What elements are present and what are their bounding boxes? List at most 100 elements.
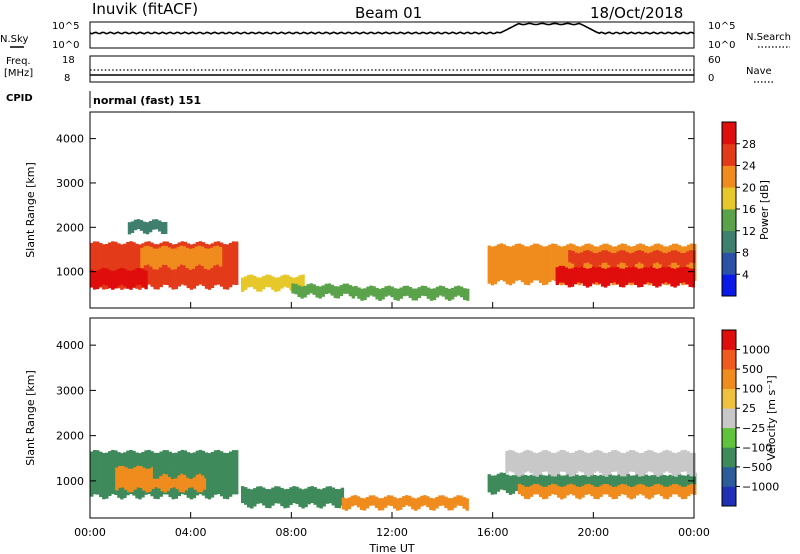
power-cell bbox=[466, 288, 470, 301]
velocity-colorbar-swatch bbox=[722, 330, 736, 350]
velocity-cell bbox=[411, 497, 415, 510]
power-cell bbox=[330, 284, 334, 296]
velocity-colorbar: 1000 500 100 25 −25 −100 −500 −1000 bbox=[721, 329, 779, 507]
power-cell bbox=[640, 250, 644, 264]
velocity-cell bbox=[553, 452, 557, 477]
power-cell bbox=[191, 248, 196, 269]
velocity-cell bbox=[554, 472, 558, 490]
station-title: Inuvik (fitACF) bbox=[92, 0, 198, 18]
power-cell bbox=[120, 267, 124, 285]
velocity-cell bbox=[301, 489, 305, 509]
velocity-cell bbox=[614, 486, 618, 499]
nsky-line bbox=[89, 22, 695, 35]
velocity-cell bbox=[614, 475, 618, 495]
power-cell bbox=[646, 253, 651, 268]
power-cell bbox=[194, 246, 199, 266]
power-cell bbox=[262, 276, 266, 290]
power-cell bbox=[144, 270, 148, 290]
power-cell bbox=[652, 267, 656, 286]
velocity-cell bbox=[671, 452, 675, 476]
velocity-cell bbox=[142, 467, 146, 491]
velocity-cell bbox=[228, 451, 233, 497]
power-cell bbox=[141, 269, 145, 287]
velocity-cell bbox=[650, 486, 655, 498]
power-cell bbox=[259, 277, 263, 292]
velocity-cell bbox=[674, 472, 679, 490]
velocity-cell bbox=[213, 454, 217, 475]
power-cell bbox=[637, 250, 641, 263]
velocity-cell bbox=[569, 472, 573, 490]
velocity-cell bbox=[121, 465, 125, 488]
power-cell bbox=[459, 286, 464, 298]
velocity-cell bbox=[210, 456, 214, 477]
velocity-cell bbox=[241, 486, 245, 504]
velocity-cell bbox=[668, 485, 673, 497]
velocity-colorbar-tick-label: −25 bbox=[742, 422, 765, 435]
velocity-cell bbox=[520, 485, 525, 497]
power-cell bbox=[402, 285, 406, 297]
power-cell bbox=[583, 250, 587, 264]
power-cell bbox=[532, 243, 537, 281]
velocity-cell bbox=[560, 487, 564, 500]
power-cell bbox=[170, 248, 174, 270]
velocity-cell bbox=[124, 467, 128, 490]
velocity-cell bbox=[313, 487, 317, 505]
velocity-cell bbox=[587, 483, 591, 495]
velocity-cell bbox=[186, 456, 190, 478]
power-y-axis: 1000 2000 3000 4000 bbox=[56, 133, 694, 279]
velocity-cell bbox=[665, 486, 670, 500]
velocity-cell bbox=[222, 457, 226, 479]
velocity-cell bbox=[680, 450, 684, 473]
velocity-cell bbox=[432, 498, 436, 511]
power-cell bbox=[244, 276, 248, 290]
velocity-cell bbox=[247, 488, 251, 508]
power-cell bbox=[369, 285, 373, 296]
velocity-ytick-label: 1000 bbox=[56, 475, 84, 488]
velocity-cell bbox=[668, 474, 673, 494]
power-colorbar-tick-label: 4 bbox=[742, 268, 749, 281]
velocity-cell bbox=[693, 472, 697, 490]
velocity-cell bbox=[207, 457, 211, 479]
power-cell bbox=[283, 274, 287, 287]
power-cell bbox=[517, 243, 522, 281]
power-cell bbox=[300, 286, 304, 299]
power-cell bbox=[508, 246, 513, 286]
velocity-cell bbox=[584, 484, 588, 495]
velocity-xtick-label: 12:00 bbox=[376, 526, 408, 539]
power-cell bbox=[628, 253, 632, 268]
velocity-cell bbox=[514, 452, 518, 476]
power-cell bbox=[390, 286, 394, 298]
power-cell bbox=[613, 253, 617, 268]
velocity-cell bbox=[671, 484, 676, 495]
power-cell bbox=[570, 268, 575, 287]
power-colorbar-label: Power [dB] bbox=[758, 180, 771, 240]
nsearch-label: N.Search bbox=[746, 32, 791, 43]
velocity-cell bbox=[108, 451, 112, 497]
velocity-cell bbox=[487, 474, 491, 493]
velocity-cell bbox=[526, 449, 530, 472]
power-colorbar-swatch bbox=[722, 230, 736, 253]
power-cell bbox=[408, 287, 412, 298]
power-ytick-label: 2000 bbox=[56, 221, 84, 234]
velocity-cell bbox=[337, 489, 341, 509]
velocity-cell bbox=[371, 495, 376, 506]
power-cell bbox=[685, 251, 690, 265]
power-colorbar-swatch bbox=[722, 187, 736, 210]
velocity-colorbar-tick-label: 100 bbox=[742, 383, 763, 396]
power-cell bbox=[363, 288, 367, 301]
power-cell bbox=[625, 267, 629, 286]
velocity-cell bbox=[577, 449, 582, 472]
power-cell bbox=[152, 248, 156, 270]
nave-tick-top: 60 bbox=[708, 55, 721, 66]
velocity-cell bbox=[160, 468, 164, 492]
velocity-xtick-label: 20:00 bbox=[577, 526, 609, 539]
velocity-cell bbox=[184, 467, 188, 491]
power-colorbar-tick-label: 24 bbox=[742, 160, 756, 173]
power-cell bbox=[384, 286, 388, 297]
velocity-cell bbox=[280, 487, 284, 507]
power-cell bbox=[129, 241, 133, 285]
power-cell bbox=[600, 268, 605, 287]
power-cell bbox=[539, 245, 543, 283]
power-cell bbox=[628, 265, 632, 283]
